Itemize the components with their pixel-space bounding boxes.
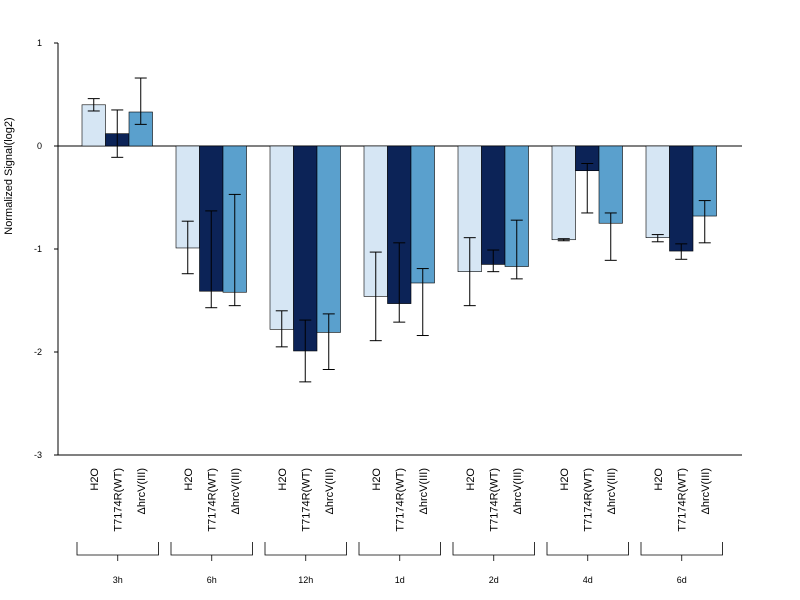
category-label: T7174R(WT) (582, 468, 594, 532)
category-label: H2O (653, 468, 665, 491)
category-label: T7174R(WT) (112, 468, 124, 532)
category-label: H2O (559, 468, 571, 491)
category-label: H2O (371, 468, 383, 491)
category-label: T7174R(WT) (488, 468, 500, 532)
category-label: T7174R(WT) (394, 468, 406, 532)
bar (598, 145, 623, 224)
category-label: ΔhrcV(III) (418, 468, 430, 514)
category-label: H2O (465, 468, 477, 491)
group-label: 6h (207, 575, 217, 585)
bar (269, 145, 294, 330)
y-tick-label: -1 (34, 244, 42, 254)
group-label: 4d (583, 575, 593, 585)
category-label: ΔhrcV(III) (512, 468, 524, 514)
category-label: ΔhrcV(III) (230, 468, 242, 514)
group-label: 12h (298, 575, 313, 585)
group-labels-layer: 3h 6h 12h 1d 2d 4d 6d (76, 542, 723, 585)
group-bracket (76, 542, 159, 561)
bar (410, 145, 435, 284)
y-tick-label: 1 (37, 38, 42, 48)
group-label: 1d (395, 575, 405, 585)
category-label: H2O (183, 468, 195, 491)
category-label: ΔhrcV(III) (606, 468, 618, 514)
bar (316, 145, 341, 333)
category-labels-layer: H2O T7174R(WT) ΔhrcV(III) H2O T7174R(WT) Δhrc… (89, 468, 712, 532)
y-axis-label: Normalized Signal(log2) (3, 117, 15, 234)
bar (481, 145, 506, 265)
category-label: T7174R(WT) (206, 468, 218, 532)
category-label: T7174R(WT) (676, 468, 688, 532)
bar (669, 145, 694, 252)
category-label: H2O (89, 468, 101, 491)
group-label: 3h (113, 575, 123, 585)
group-label: 2d (489, 575, 499, 585)
y-tick-label: -3 (34, 450, 42, 460)
category-label: H2O (277, 468, 289, 491)
bar (645, 145, 670, 238)
group-label: 6d (677, 575, 687, 585)
y-tick-label: -2 (34, 347, 42, 357)
group-bracket (452, 542, 535, 561)
group-bracket (264, 542, 347, 561)
group-bracket (358, 542, 441, 561)
group-bracket (170, 542, 253, 561)
category-label: ΔhrcV(III) (324, 468, 336, 514)
error-bars-layer (87, 77, 711, 383)
bar (551, 145, 576, 241)
group-bracket (640, 542, 723, 561)
category-label: ΔhrcV(III) (136, 468, 148, 514)
category-label: ΔhrcV(III) (700, 468, 712, 514)
y-tick-label: 0 (37, 141, 42, 151)
group-bracket (546, 542, 629, 561)
category-label: T7174R(WT) (300, 468, 312, 532)
